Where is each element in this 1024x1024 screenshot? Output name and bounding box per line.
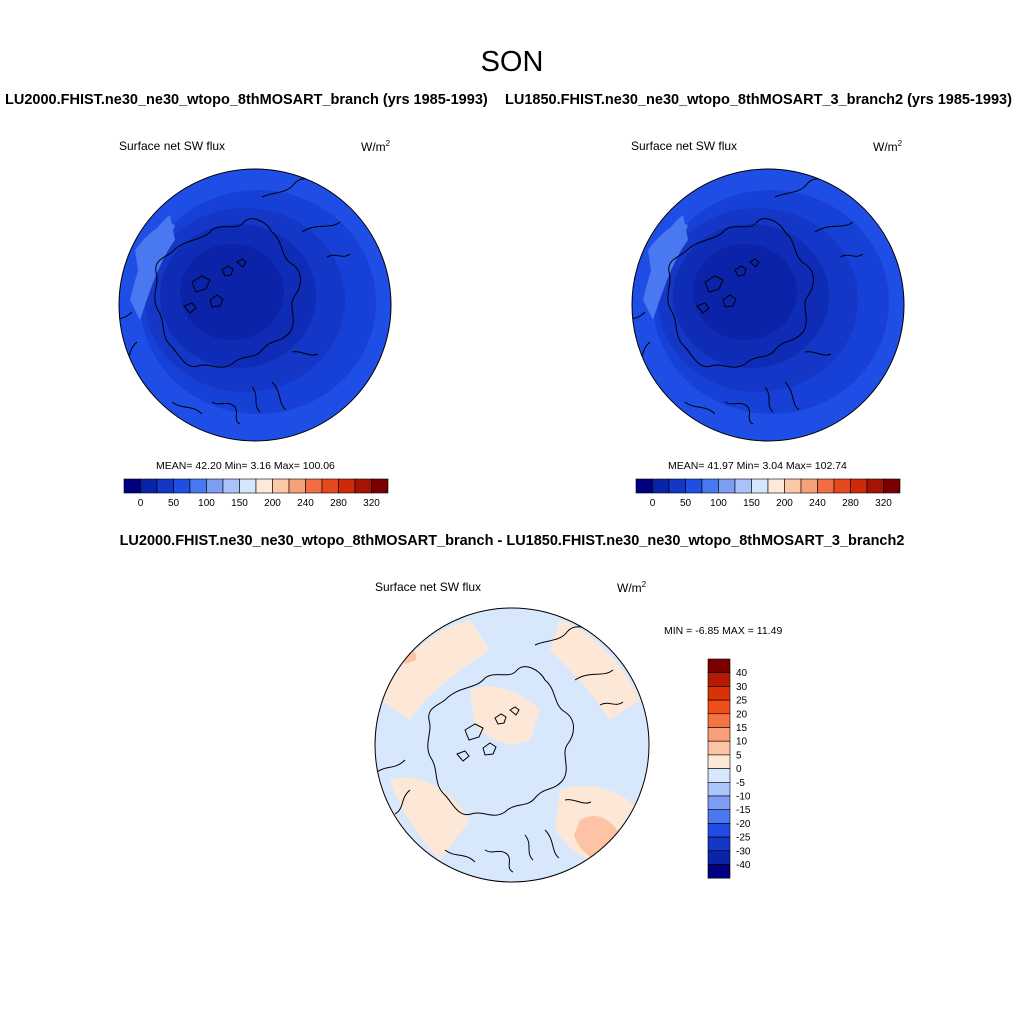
diff-colorbar-box	[707, 686, 731, 701]
left-colorbar-box	[189, 478, 207, 494]
right-units-label: W/m2	[873, 139, 903, 154]
left-colorbar-box	[305, 478, 323, 494]
right-colorbar-box	[652, 478, 670, 494]
right-colorbar-box	[751, 478, 769, 494]
left-colorbar-tick-label: 240	[297, 498, 314, 509]
right-colorbar-tick-label: 100	[710, 498, 727, 509]
right-colorbar-tick-label: 50	[680, 498, 692, 509]
diff-colorbar-tick-label: 30	[736, 682, 748, 693]
diff-colorbar-tick-label: 10	[736, 737, 748, 748]
diff-colorbar-box	[707, 754, 731, 769]
left-map	[119, 169, 391, 441]
left-colorbar-box	[206, 478, 224, 494]
left-colorbar-box	[255, 478, 273, 494]
left-colorbar-box	[371, 478, 389, 494]
diff-map	[375, 608, 649, 882]
diff-colorbar-tick-label: -40	[736, 860, 751, 871]
left-variable-label: Surface net SW flux	[119, 139, 226, 153]
diff-colorbar-box	[707, 850, 731, 865]
diff-colorbar-box	[707, 658, 731, 673]
right-colorbar-box	[833, 478, 851, 494]
left-colorbar-tick-label: 200	[264, 498, 281, 509]
left-colorbar-box	[239, 478, 257, 494]
right-colorbar-box	[850, 478, 868, 494]
left-map-border	[118, 168, 392, 442]
left-colorbar-box	[354, 478, 372, 494]
left-colorbar-tick-label: 0	[138, 498, 144, 509]
right-variable-label: Surface net SW flux	[631, 139, 738, 153]
left-colorbar-tick-label: 50	[168, 498, 180, 509]
diff-colorbar-tick-label: 20	[736, 709, 748, 720]
right-case-title: LU1850.FHIST.ne30_ne30_wtopo_8thMOSART_3…	[505, 92, 1012, 108]
right-colorbar-box	[767, 478, 785, 494]
right-colorbar-box	[701, 478, 719, 494]
right-map	[632, 169, 904, 441]
left-colorbar-tick-label: 320	[363, 498, 380, 509]
right-stats: MEAN= 41.97 Min= 3.04 Max= 102.74	[668, 460, 847, 472]
diff-colorbar-tick-label: -10	[736, 792, 751, 803]
main-title: SON	[480, 46, 544, 78]
diff-colorbar-tick-label: 0	[736, 764, 742, 775]
right-colorbar-tick-label: 200	[776, 498, 793, 509]
right-colorbar-box	[800, 478, 818, 494]
diff-colorbar-tick-label: 25	[736, 696, 748, 707]
diff-colorbar-box	[707, 672, 731, 687]
right-colorbar-box	[866, 478, 884, 494]
right-colorbar-tick-label: 150	[743, 498, 760, 509]
right-colorbar-box	[668, 478, 686, 494]
diff-colorbar-box	[707, 727, 731, 742]
left-colorbar-box	[338, 478, 356, 494]
diff-colorbar-tick-label: -20	[736, 819, 751, 830]
left-colorbar-box	[140, 478, 158, 494]
left-colorbar-box	[321, 478, 339, 494]
diff-colorbar-box	[707, 740, 731, 756]
diff-colorbar-box	[707, 836, 731, 852]
right-colorbar-box	[883, 478, 901, 494]
diff-map-border	[374, 607, 650, 883]
right-colorbar-box	[718, 478, 736, 494]
right-colorbar-box	[817, 478, 835, 494]
left-units-label: W/m2	[361, 139, 391, 154]
diff-colorbar-box	[707, 823, 731, 838]
left-stats: MEAN= 42.20 Min= 3.16 Max= 100.06	[156, 460, 335, 472]
right-colorbar-box	[685, 478, 703, 494]
right-colorbar-box	[784, 478, 802, 494]
left-case-title: LU2000.FHIST.ne30_ne30_wtopo_8thMOSART_b…	[5, 92, 488, 108]
diff-colorbar-box	[707, 795, 731, 810]
left-colorbar-box	[288, 478, 306, 494]
left-colorbar-box	[272, 478, 290, 494]
right-map-border	[631, 168, 905, 442]
right-colorbar-tick-label: 320	[875, 498, 892, 509]
left-colorbar-tick-label: 150	[231, 498, 248, 509]
left-colorbar-tick-label: 100	[198, 498, 215, 509]
left-colorbar-tick-label: 280	[330, 498, 347, 509]
diff-colorbar-tick-label: 40	[736, 668, 748, 679]
diff-colorbar-box	[707, 809, 731, 824]
diff-variable-label: Surface net SW flux	[375, 580, 482, 594]
right-colorbar-tick-label: 280	[842, 498, 859, 509]
diff-colorbar-tick-label: 5	[736, 750, 742, 761]
diff-colorbar-box	[707, 781, 731, 797]
right-colorbar-tick-label: 0	[650, 498, 656, 509]
diff-colorbar-box	[707, 768, 731, 783]
right-colorbar-box	[734, 478, 752, 494]
left-colorbar-box	[156, 478, 174, 494]
right-colorbar-tick-label: 240	[809, 498, 826, 509]
diff-colorbar-box	[707, 699, 731, 715]
right-colorbar-box	[635, 478, 653, 494]
diff-colorbar-box	[707, 713, 731, 728]
left-colorbar-box	[222, 478, 240, 494]
diff-minmax: MIN = -6.85 MAX = 11.49	[664, 625, 783, 637]
diff-colorbar-box	[707, 864, 731, 879]
diff-colorbar-tick-label: -25	[736, 833, 751, 844]
diff-colorbar-tick-label: -30	[736, 846, 751, 857]
diff-colorbar-tick-label: -5	[736, 778, 745, 789]
left-colorbar-box	[123, 478, 141, 494]
left-colorbar-box	[173, 478, 191, 494]
diff-title: LU2000.FHIST.ne30_ne30_wtopo_8thMOSART_b…	[119, 533, 905, 549]
diff-colorbar-tick-label: 15	[736, 723, 748, 734]
diff-units-label: W/m2	[617, 580, 647, 595]
diff-colorbar-tick-label: -15	[736, 805, 751, 816]
